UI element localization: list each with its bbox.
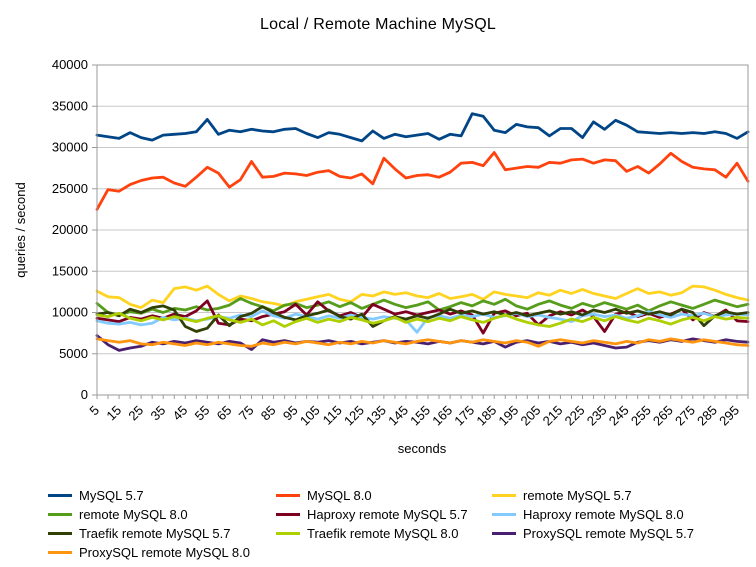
axes: 0 5000 10000 15000 20000 25000 30000 35000 40000… <box>52 57 749 429</box>
series-line-remote-mysql-5-7 <box>95 284 750 310</box>
x-tick-label: 85 <box>258 403 279 424</box>
legend-label: ProxySQL remote MySQL 5.7 <box>523 526 694 541</box>
x-tick-label: 145 <box>385 403 411 429</box>
x-tick-label: 175 <box>451 403 477 429</box>
legend-swatch-icon <box>48 551 72 554</box>
gridlines <box>97 64 748 396</box>
x-tick-label: 125 <box>341 403 367 429</box>
x-tick-label: 235 <box>584 403 610 429</box>
series-line-traefik-remote-mysql-5-7 <box>95 304 750 333</box>
legend-label: Haproxy remote MySQL 5.7 <box>307 507 468 522</box>
x-tick-label: 265 <box>650 403 676 429</box>
legend-item-proxysql-remote-mysql-5-7[interactable]: ProxySQL remote MySQL 5.7 <box>492 526 748 541</box>
legend-item-haproxy-remote-mysql-8-0[interactable]: Haproxy remote MySQL 8.0 <box>492 507 748 522</box>
x-tick-label: 55 <box>192 403 213 424</box>
y-tick-label: 25000 <box>52 181 88 196</box>
x-tick-label: 25 <box>125 403 146 424</box>
x-tick-label: 135 <box>363 403 389 429</box>
legend-label: Traefik remote MySQL 8.0 <box>307 526 459 541</box>
x-tick-label: 255 <box>628 403 654 429</box>
x-tick-label: 195 <box>495 403 521 429</box>
x-tick-label: 215 <box>540 403 566 429</box>
y-tick-label: 30000 <box>52 140 88 155</box>
y-tick-label: 10000 <box>52 305 88 320</box>
x-tick-label: 105 <box>297 403 323 429</box>
legend-label: ProxySQL remote MySQL 8.0 <box>79 545 250 560</box>
x-tick-label: 295 <box>716 403 742 429</box>
legend-label: Haproxy remote MySQL 8.0 <box>523 507 684 522</box>
legend-swatch-icon <box>48 494 72 497</box>
chart-legend: MySQL 5.7 MySQL 8.0 remote MySQL 5.7 rem… <box>48 488 748 560</box>
x-tick-label: 155 <box>407 403 433 429</box>
legend-label: MySQL 5.7 <box>79 488 144 503</box>
legend-item-traefik-remote-mysql-8-0[interactable]: Traefik remote MySQL 8.0 <box>276 526 492 541</box>
x-tick-label: 95 <box>280 403 301 424</box>
chart-canvas: 0 5000 10000 15000 20000 25000 30000 35000 40000… <box>13 57 750 456</box>
y-tick-label: 5000 <box>59 346 88 361</box>
x-tick-label: 205 <box>518 403 544 429</box>
series-line-mysql-5-7 <box>95 112 750 143</box>
series-line-mysql-8-0 <box>95 151 750 211</box>
series-lines <box>95 112 750 352</box>
legend-item-proxysql-remote-mysql-8-0[interactable]: ProxySQL remote MySQL 8.0 <box>48 545 276 560</box>
legend-swatch-icon <box>276 513 300 516</box>
legend-swatch-icon <box>492 494 516 497</box>
x-tick-label: 185 <box>473 403 499 429</box>
legend-swatch-icon <box>48 532 72 535</box>
legend-swatch-icon <box>276 494 300 497</box>
x-tick-label: 225 <box>562 403 588 429</box>
x-tick-label: 165 <box>429 403 455 429</box>
plot-border <box>96 64 749 396</box>
y-tick-label: 35000 <box>52 98 88 113</box>
x-tick-label: 115 <box>320 403 345 428</box>
legend-item-mysql-8-0[interactable]: MySQL 8.0 <box>276 488 492 503</box>
legend-label: remote MySQL 5.7 <box>523 488 632 503</box>
legend-item-traefik-remote-mysql-5-7[interactable]: Traefik remote MySQL 5.7 <box>48 526 276 541</box>
x-tick-label: 75 <box>236 403 257 424</box>
legend-label: MySQL 8.0 <box>307 488 372 503</box>
y-tick-label: 15000 <box>52 263 88 278</box>
series-line-remote-mysql-8-0 <box>95 297 750 317</box>
x-tick-label: 5 <box>86 403 102 419</box>
legend-item-mysql-5-7[interactable]: MySQL 5.7 <box>48 488 276 503</box>
legend-label: remote MySQL 8.0 <box>79 507 188 522</box>
x-tick-label: 245 <box>606 403 632 429</box>
legend-item-remote-mysql-5-7[interactable]: remote MySQL 5.7 <box>492 488 748 503</box>
y-tick-label: 40000 <box>52 57 88 72</box>
y-tick-label: 0 <box>81 387 88 402</box>
x-tick-label: 15 <box>103 403 124 424</box>
x-tick-label: 275 <box>672 403 698 429</box>
x-tick-label: 35 <box>147 403 168 424</box>
legend-swatch-icon <box>492 532 516 535</box>
x-tick-label: 65 <box>214 403 235 424</box>
legend-swatch-icon <box>276 532 300 535</box>
legend-label: Traefik remote MySQL 5.7 <box>79 526 231 541</box>
chart-title: Local / Remote Machine MySQL <box>260 16 496 33</box>
series-line-traefik-remote-mysql-8-0 <box>95 311 750 328</box>
y-axis-title: queries / second <box>13 182 28 277</box>
series-line-proxysql-remote-mysql-8-0 <box>95 337 750 348</box>
legend-item-haproxy-remote-mysql-5-7[interactable]: Haproxy remote MySQL 5.7 <box>276 507 492 522</box>
x-tick-label: 285 <box>694 403 720 429</box>
legend-swatch-icon <box>48 513 72 516</box>
legend-swatch-icon <box>492 513 516 516</box>
x-tick-label: 45 <box>170 403 191 424</box>
x-axis-title: seconds <box>398 441 447 456</box>
y-tick-label: 20000 <box>52 222 88 237</box>
legend-item-remote-mysql-8-0[interactable]: remote MySQL 8.0 <box>48 507 276 522</box>
